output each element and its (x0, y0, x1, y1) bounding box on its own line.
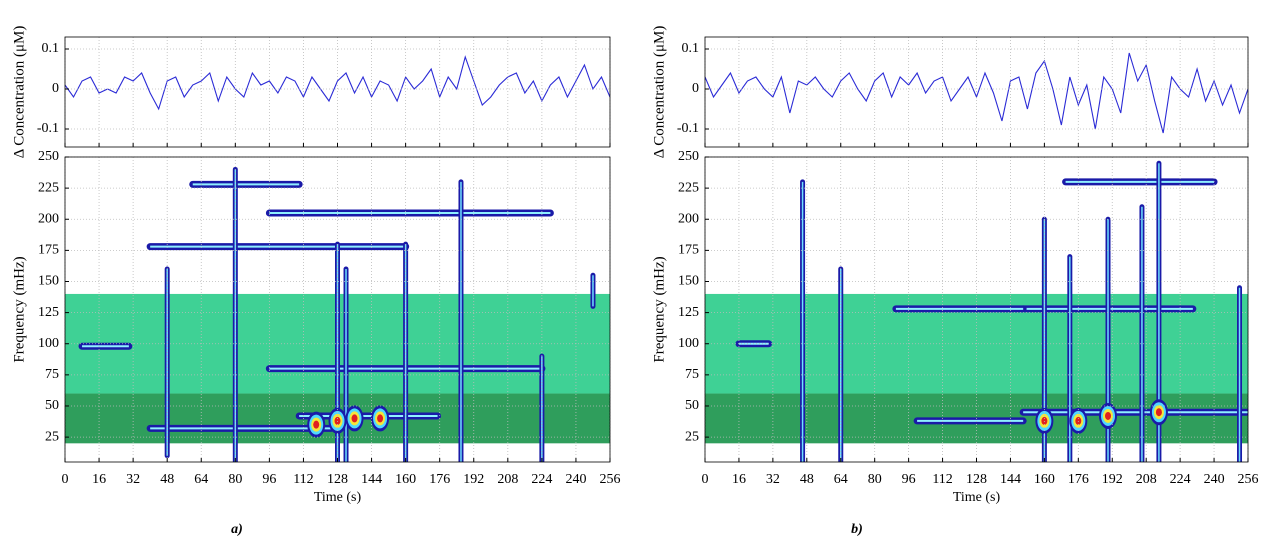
x-tick-label: 16 (732, 472, 746, 487)
y-tick-label: 100 (678, 336, 699, 351)
x-tick-label: 96 (262, 472, 276, 487)
y-tick-label: 25 (685, 429, 699, 444)
x-tick-label: 0 (62, 472, 69, 487)
x-tick-label: 96 (902, 472, 916, 487)
peak (1105, 411, 1112, 420)
y-tick-label: -0.1 (677, 121, 699, 136)
y-tick-label: 150 (38, 274, 59, 289)
x-tick-label: 240 (1204, 472, 1225, 487)
x-tick-label: 128 (966, 472, 987, 487)
x-tick-label: 256 (1238, 472, 1259, 487)
x-tick-label: 176 (429, 472, 450, 487)
peak (313, 420, 320, 429)
y-tick-label: 25 (45, 429, 59, 444)
x-tick-label: 48 (800, 472, 814, 487)
y-tick-label: 50 (685, 398, 699, 413)
y-tick-label: 0 (52, 81, 59, 96)
x-tick-label: 128 (327, 472, 348, 487)
x-tick-label: 32 (126, 472, 140, 487)
x-tick-label: 176 (1068, 472, 1089, 487)
y-tick-label: 0 (692, 81, 699, 96)
x-tick-label: 208 (497, 472, 518, 487)
x-tick-label: 64 (834, 472, 848, 487)
y-tick-label: 175 (678, 243, 699, 258)
y-tick-label: 250 (678, 149, 699, 164)
x-tick-label: 48 (160, 472, 174, 487)
y-axis-label: Frequency (mHz) (651, 256, 667, 362)
x-tick-label: 192 (463, 472, 484, 487)
peak (334, 416, 341, 425)
x-tick-label: 80 (868, 472, 882, 487)
x-tick-label: 240 (565, 472, 586, 487)
y-tick-label: 200 (38, 211, 59, 226)
x-tick-label: 192 (1102, 472, 1123, 487)
y-axis-label: Δ Concentration (μM) (651, 26, 667, 159)
caption: b) (851, 522, 863, 537)
panel: 0 16 32 48 64 80 96 112 128 144 160 176 192 208 224 240… (11, 149, 620, 537)
x-tick-label: 160 (395, 472, 416, 487)
y-tick-label: 75 (685, 367, 699, 382)
x-tick-label: 208 (1136, 472, 1157, 487)
peak (1155, 408, 1162, 417)
y-tick-label: -0.1 (37, 121, 59, 136)
caption: a) (231, 522, 243, 537)
y-tick-label: 225 (38, 180, 59, 195)
x-tick-label: 224 (531, 472, 552, 487)
axes-frame (704, 156, 1249, 463)
y-tick-label: 150 (678, 274, 699, 289)
y-tick-label: 125 (38, 305, 59, 320)
x-tick-label: 144 (361, 472, 382, 487)
panel: -0.1 0 0.1 Δ Concentration (μM) (11, 26, 611, 159)
peak (1041, 416, 1048, 425)
y-tick-label: 0.1 (42, 41, 60, 56)
y-tick-label: 50 (45, 398, 59, 413)
axes-frame (64, 36, 611, 148)
x-tick-label: 160 (1034, 472, 1055, 487)
x-tick-label: 256 (600, 472, 621, 487)
axes-frame (704, 36, 1249, 148)
axes-frame (64, 156, 611, 463)
peak (351, 414, 358, 423)
panel: 0 16 32 48 64 80 96 112 128 144 160 176 192 208 224 240… (651, 149, 1258, 537)
x-tick-label: 112 (293, 472, 313, 487)
x-tick-label: 80 (228, 472, 242, 487)
y-tick-label: 250 (38, 149, 59, 164)
y-tick-label: 75 (45, 367, 59, 382)
y-tick-label: 100 (38, 336, 59, 351)
line-series (65, 55, 610, 111)
plot-area (65, 55, 610, 111)
x-tick-label: 16 (92, 472, 106, 487)
y-axis-label: Frequency (mHz) (11, 256, 27, 362)
y-tick-label: 200 (678, 211, 699, 226)
x-tick-label: 0 (702, 472, 709, 487)
x-axis-label: Time (s) (953, 490, 1001, 505)
peak (1075, 416, 1082, 425)
x-tick-label: 144 (1000, 472, 1021, 487)
y-tick-label: 0.1 (682, 41, 700, 56)
x-tick-label: 32 (766, 472, 780, 487)
y-tick-label: 125 (678, 305, 699, 320)
y-axis-label: Δ Concentration (μM) (11, 26, 27, 159)
x-tick-label: 64 (194, 472, 208, 487)
x-tick-label: 224 (1170, 472, 1191, 487)
x-axis-label: Time (s) (314, 490, 362, 505)
y-tick-label: 175 (38, 243, 59, 258)
y-tick-label: 225 (678, 180, 699, 195)
peak (377, 414, 384, 423)
panel: -0.1 0 0.1 Δ Concentration (μM) (651, 26, 1249, 159)
x-tick-label: 112 (932, 472, 952, 487)
